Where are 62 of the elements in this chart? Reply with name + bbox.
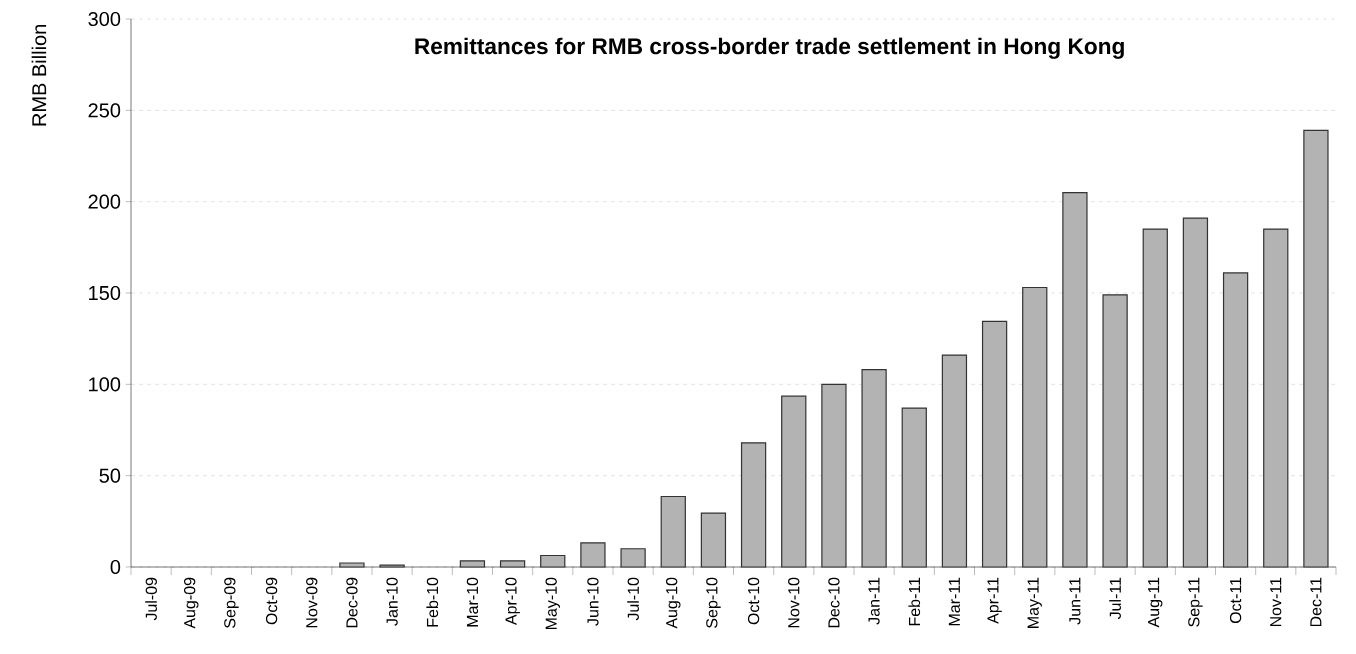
- bar: [1182, 217, 1209, 568]
- bar: [781, 395, 807, 568]
- y-tick-label: 250: [88, 103, 121, 118]
- x-tick-label: Jun-10: [587, 577, 599, 626]
- bar: [1222, 272, 1249, 568]
- text: Remittances for RMB cross-border trade settlement in Hong Kong: [415, 37, 1124, 59]
- x-tick-label: Aug-10: [666, 577, 681, 629]
- bar: [740, 442, 767, 568]
- x-tick-label: Aug-11: [1148, 577, 1163, 628]
- bar: [540, 554, 566, 568]
- bar: [1022, 286, 1048, 568]
- bar: [861, 369, 887, 568]
- x-tick-label: Sep-10: [706, 577, 721, 628]
- bar: [941, 354, 968, 568]
- y-tick-label: 100: [89, 377, 121, 392]
- x-tick-label: Dec-10: [828, 577, 840, 628]
- bar: [499, 560, 526, 568]
- x-tick-label: Mar-11: [948, 577, 960, 626]
- x-tick-label: Oct-10: [747, 577, 760, 625]
- x-tick-label: May-11: [1027, 577, 1042, 628]
- bar: [1303, 129, 1329, 568]
- y-tick-label: 150: [89, 285, 121, 301]
- y-tick-label: 50: [99, 468, 121, 483]
- bar: [1142, 228, 1168, 568]
- bar: [339, 562, 365, 568]
- x-tick-label: Sep-11: [1188, 577, 1203, 627]
- bar: [1263, 228, 1289, 568]
- x-tick-label: Nov-09: [306, 577, 318, 628]
- x-tick-label: Jun-11: [1069, 577, 1081, 625]
- bar: [821, 383, 847, 568]
- x-tick-label: Sep-09: [224, 577, 239, 628]
- y-axis-title: RMB Billion: [31, 25, 47, 126]
- bar: [700, 512, 727, 568]
- x-tick-label: Jan-11: [868, 577, 880, 625]
- x-tick-label: May-10: [545, 577, 561, 630]
- x-tick-label: Feb-11: [908, 577, 921, 626]
- x-tick-label: Dec-11: [1310, 577, 1322, 627]
- x-tick-label: Feb-10: [426, 577, 439, 627]
- bar: [459, 560, 486, 568]
- x-tick-label: Nov-11: [1270, 577, 1282, 627]
- y-tick-label: 0: [110, 559, 121, 575]
- x-tick-label: Mar-10: [466, 577, 479, 627]
- bar: [1062, 191, 1088, 568]
- x-tick-label: Jul-10: [627, 577, 639, 621]
- y-tick-label: 200: [88, 194, 121, 209]
- x-tick-label: Dec-09: [346, 577, 358, 628]
- bar: [580, 542, 606, 568]
- x-tick-label: Apr-10: [505, 577, 520, 626]
- x-tick-label: Aug-09: [184, 577, 199, 629]
- x-tick-label: Jan-10: [386, 577, 398, 626]
- bar: [660, 495, 686, 568]
- x-tick-label: Jul-11: [1109, 577, 1121, 620]
- bar: [981, 320, 1008, 568]
- y-tick-label: 300: [88, 11, 121, 27]
- bar: [1102, 294, 1128, 568]
- x-tick-label: Jul-09: [145, 577, 157, 621]
- bar: [620, 548, 646, 568]
- x-tick-label: Apr-11: [987, 577, 1002, 624]
- x-tick-label: Oct-09: [265, 577, 278, 625]
- x-tick-label: Oct-11: [1229, 577, 1242, 624]
- bar: [901, 407, 927, 568]
- x-tick-label: Nov-10: [788, 577, 800, 628]
